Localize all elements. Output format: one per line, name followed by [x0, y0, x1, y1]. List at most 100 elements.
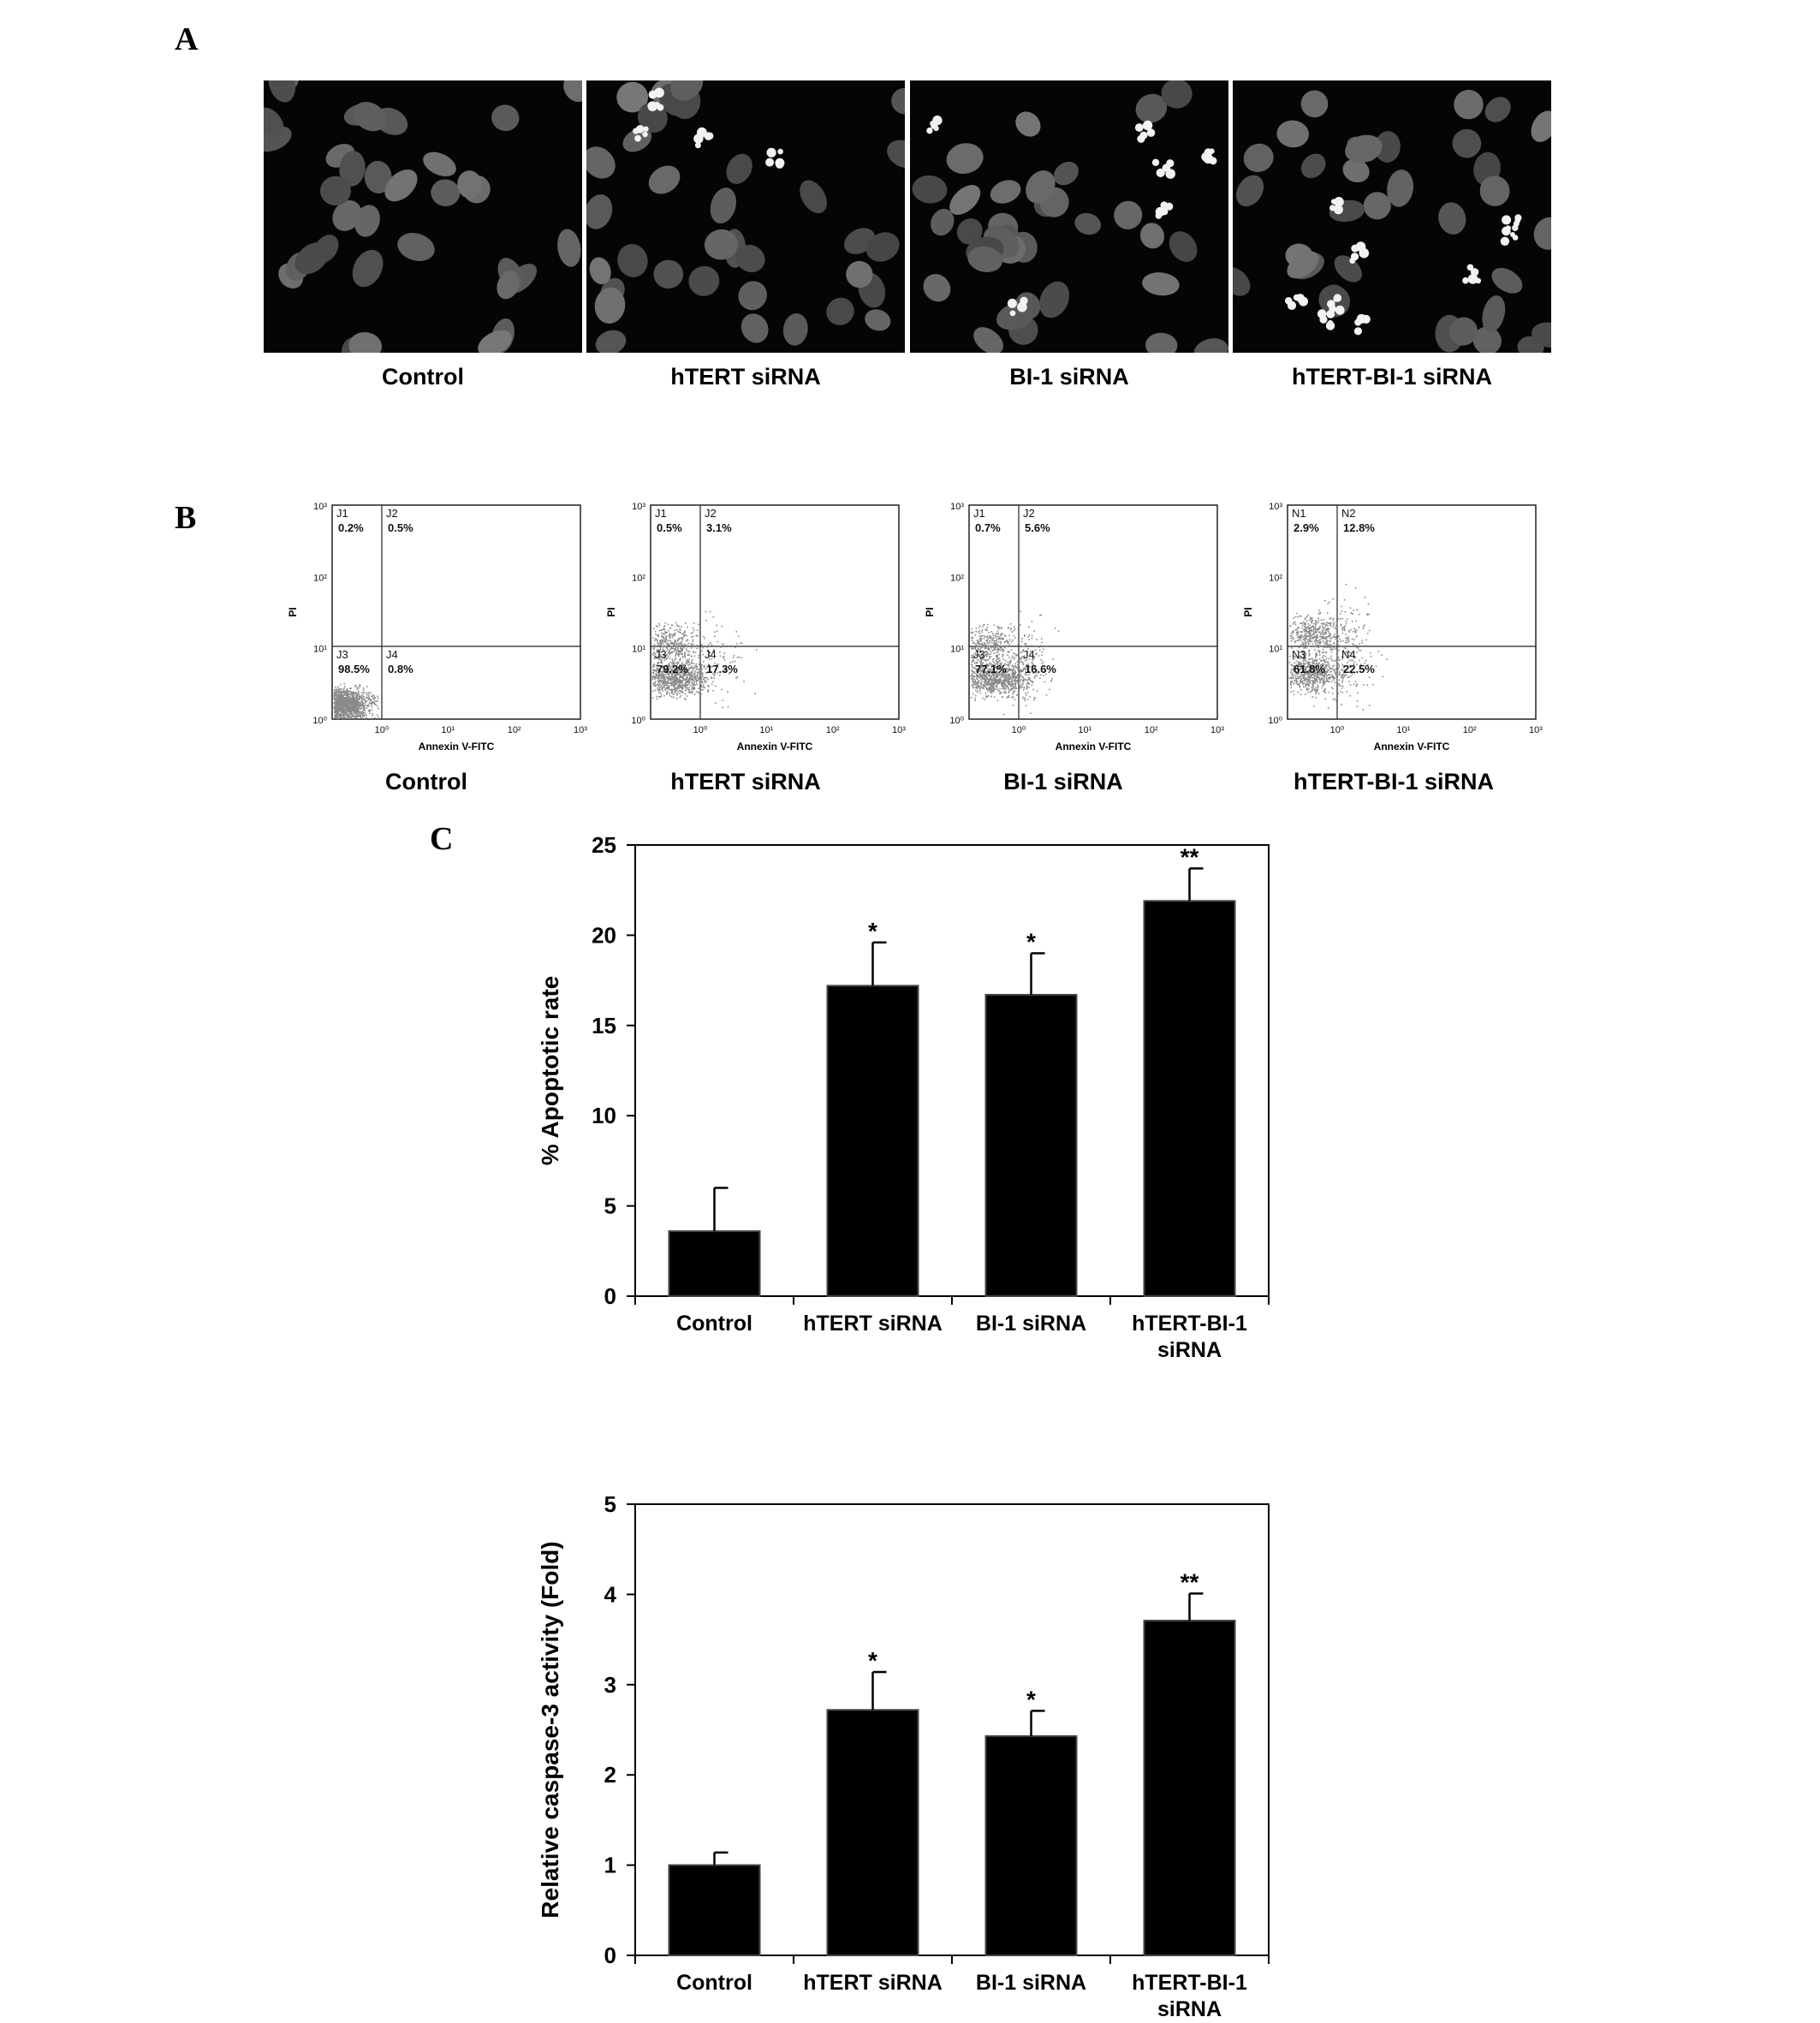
y-tick-label: 10⁰ [631, 716, 645, 726]
x-tick-label: 10³ [892, 725, 906, 735]
y-tick-label: 10³ [632, 502, 645, 512]
y-tick-label: 5 [604, 1491, 616, 1517]
quadrant-percentage: 2.9% [1294, 521, 1319, 534]
event-dots [333, 682, 380, 720]
bar [826, 985, 919, 1297]
x-tick-label: 10⁰ [375, 725, 390, 735]
x-tick-label: 10⁰ [1330, 725, 1345, 735]
y-tick-label: 10³ [950, 502, 964, 512]
y-tick-label: 10² [1269, 573, 1282, 583]
flow-label-bi1-sirna: BI-1 siRNA [1003, 769, 1123, 794]
category-label: BI-1 siRNA [976, 1312, 1086, 1336]
nuclei-texture [586, 80, 905, 353]
category-label: siRNA [1157, 1997, 1222, 2020]
quadrant-percentage: 0.8% [388, 663, 413, 675]
quadrant-percentage: 22.5% [1343, 663, 1375, 675]
bar [826, 1709, 919, 1956]
category-label: Control [676, 1971, 752, 1995]
y-tick-label: 10³ [313, 502, 327, 512]
y-tick-label: 10 [592, 1103, 616, 1128]
flow-plot-control: J10.2% J20.5% J3 98.5% J4 0.8% 10⁰ 10⁰ 10¹ 10¹ 10²… [287, 502, 587, 753]
x-axis-label: Annexin V-FITC [737, 741, 813, 753]
quadrant-percentage: 0.5% [657, 521, 682, 534]
quadrant-name: N2 [1341, 507, 1356, 520]
quadrant-name: N1 [1292, 507, 1306, 520]
y-tick-label: 3 [604, 1672, 616, 1698]
quadrant-percentage: 0.5% [388, 521, 413, 534]
y-tick-label: 10¹ [313, 645, 327, 655]
bar [1143, 900, 1236, 1298]
y-axis-label: PI [1242, 607, 1254, 616]
quadrant-name: J1 [973, 507, 985, 520]
category-label: BI-1 siRNA [976, 1971, 1086, 1995]
quadrant-name: J1 [655, 507, 667, 520]
quadrant-name: J2 [1023, 507, 1035, 520]
y-tick-label: 10⁰ [312, 716, 327, 726]
bar [1143, 1619, 1236, 1956]
x-tick-label: 10¹ [441, 725, 455, 735]
x-tick-label: 10² [1463, 725, 1477, 735]
quadrant-name: J3 [336, 648, 348, 661]
quadrant-percentage: 5.6% [1025, 521, 1050, 534]
y-tick-label: 4 [604, 1581, 617, 1607]
bar [668, 1864, 761, 1957]
y-tick-label: 10⁰ [949, 716, 964, 726]
quadrant-name: J4 [705, 648, 717, 661]
micrograph-label-bi1-sirna: BI-1 siRNA [1009, 364, 1129, 390]
quadrant-percentage: 3.1% [706, 521, 732, 534]
significance-marker: * [1026, 928, 1036, 955]
x-axis-label: Annexin V-FITC [1056, 741, 1132, 753]
y-axis-label: Relative caspase-3 activity (Fold) [537, 1541, 563, 1918]
quadrant-percentage: 16.6% [1025, 663, 1056, 675]
y-tick-label: 10² [950, 573, 964, 583]
flow-plot-htert-sirna: J10.5% J23.1% J3 79.2% J4 17.3% 10⁰ 10⁰ 10¹ 10¹ 10… [605, 502, 906, 753]
event-dots [651, 610, 758, 709]
quadrant-percentage: 0.7% [975, 521, 1001, 534]
y-tick-label: 5 [604, 1193, 616, 1219]
y-tick-label: 10¹ [632, 645, 645, 655]
y-tick-label: 0 [604, 1943, 616, 1968]
nuclei-texture [1233, 89, 1551, 353]
category-label: hTERT-BI-1 [1132, 1312, 1247, 1336]
x-tick-label: 10³ [574, 725, 587, 735]
y-axis-label: PI [287, 607, 299, 616]
category-label: hTERT-BI-1 [1132, 1971, 1247, 1995]
bar [984, 993, 1078, 1298]
micrograph-label-htert-bi1-sirna: hTERT-BI-1 siRNA [1291, 364, 1492, 390]
y-tick-label: 15 [592, 1013, 616, 1038]
flow-plot-frame [650, 504, 900, 720]
panel-c-letter: C [430, 821, 454, 857]
flow-plot-frame [1287, 504, 1537, 720]
category-label: hTERT siRNA [803, 1971, 943, 1995]
flow-plot-frame [331, 504, 581, 720]
apoptotic-rate-chart: 0 5 10 15 20 25 Control * hTERT siRNA * BI-1 siRNA… [537, 832, 1270, 1362]
micrograph-htert-bi1-sirna [1233, 80, 1551, 353]
significance-marker: * [868, 918, 877, 944]
quadrant-name: J4 [386, 648, 398, 661]
significance-marker: ** [1181, 1568, 1199, 1595]
quadrant-percentage: 12.8% [1343, 521, 1375, 534]
significance-marker: * [1026, 1686, 1036, 1712]
quadrant-name: J2 [705, 507, 717, 520]
category-label: siRNA [1157, 1338, 1222, 1362]
quadrant-name: J4 [1023, 648, 1035, 661]
flow-plot-frame [968, 504, 1218, 720]
x-tick-label: 10¹ [1078, 725, 1091, 735]
quadrant-name: J1 [336, 507, 348, 520]
quadrant-name: N4 [1341, 648, 1356, 661]
y-tick-label: 0 [604, 1283, 616, 1309]
y-tick-label: 10² [313, 573, 327, 583]
micrograph-label-htert-sirna: hTERT siRNA [670, 364, 821, 390]
nuclei-texture [912, 80, 1228, 353]
y-tick-label: 10¹ [950, 645, 964, 655]
x-axis-label: Annexin V-FITC [419, 741, 495, 753]
panel-a-letter: A [175, 21, 199, 57]
y-tick-label: 10¹ [1269, 645, 1282, 655]
y-axis-label: PI [924, 607, 936, 616]
quadrant-percentage: 0.2% [338, 521, 364, 534]
quadrant-name: J3 [655, 648, 667, 661]
micrograph-label-control: Control [382, 364, 464, 390]
x-tick-label: 10⁰ [693, 725, 708, 735]
bar [984, 1734, 1078, 1956]
